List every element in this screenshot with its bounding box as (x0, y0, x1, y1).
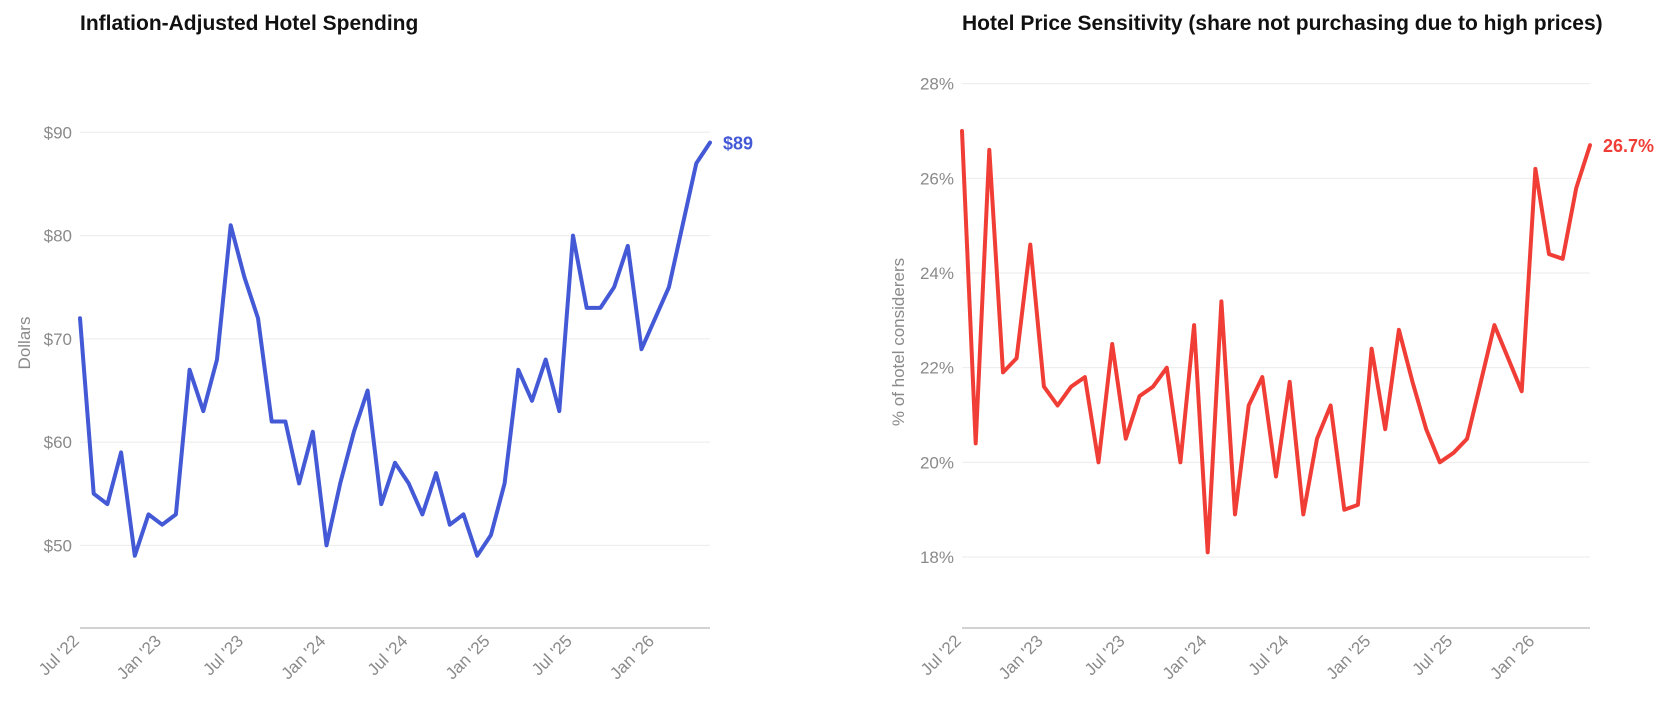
y-tick-label: 26% (920, 169, 954, 188)
y-tick-label: 18% (920, 548, 954, 567)
x-tick-label: Jul '22 (917, 631, 965, 679)
x-tick-label: Jul '24 (1245, 631, 1293, 679)
x-tick-label: Jan '23 (113, 631, 165, 683)
chart-title: Hotel Price Sensitivity (share not purch… (962, 12, 1603, 35)
y-tick-label: 20% (920, 453, 954, 472)
y-tick-label: $80 (44, 227, 72, 246)
y-tick-label: $90 (44, 123, 72, 142)
x-tick-label: Jan '23 (995, 631, 1047, 683)
series-line (960, 129, 1592, 555)
x-tick-label: Jan '26 (1486, 631, 1538, 683)
y-tick-label: $60 (44, 433, 72, 452)
x-tick-label: Jan '25 (442, 631, 494, 683)
chart-title: Inflation-Adjusted Hotel Spending (80, 12, 418, 35)
y-tick-label: $50 (44, 536, 72, 555)
x-tick-label: Jul '23 (199, 631, 247, 679)
series-line (78, 140, 712, 558)
end-value-label: $89 (723, 134, 753, 154)
x-tick-label: Jan '24 (278, 631, 330, 683)
y-axis-label: Dollars (15, 317, 34, 370)
y-tick-label: $70 (44, 330, 72, 349)
hotel-spending-chart: Inflation-Adjusted Hotel Spending Dollar… (15, 12, 753, 683)
price-sensitivity-chart: Hotel Price Sensitivity (share not purch… (889, 12, 1654, 683)
y-tick-label: 22% (920, 359, 954, 378)
x-tick-label: Jul '23 (1081, 631, 1129, 679)
x-tick-label: Jan '24 (1159, 631, 1211, 683)
x-tick-label: Jul '24 (364, 631, 412, 679)
x-tick-label: Jul '22 (35, 631, 83, 679)
end-value-label: 26.7% (1603, 136, 1654, 156)
x-tick-label: Jan '26 (606, 631, 658, 683)
x-tick-label: Jan '25 (1323, 631, 1375, 683)
x-tick-label: Jul '25 (1408, 631, 1456, 679)
y-axis-label: % of hotel considerers (889, 258, 908, 426)
y-tick-label: 28% (920, 75, 954, 94)
x-tick-label: Jul '25 (528, 631, 576, 679)
y-tick-label: 24% (920, 264, 954, 283)
